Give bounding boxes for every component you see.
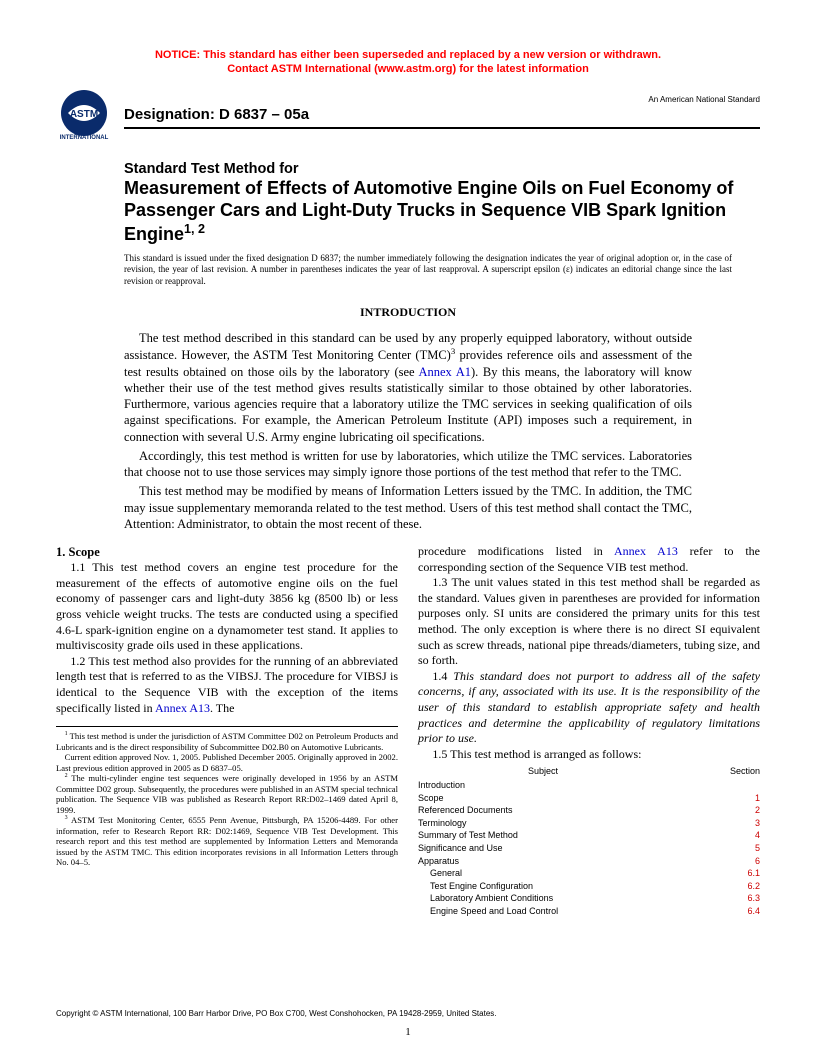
footnote-1-text: This test method is under the jurisdicti… xyxy=(56,731,398,751)
subject-label: Laboratory Ambient Conditions xyxy=(418,892,553,905)
issuance-note: This standard is issued under the fixed … xyxy=(124,253,732,287)
subject-label: Introduction xyxy=(418,779,465,792)
subject-section-link[interactable]: 6.3 xyxy=(730,892,760,905)
subject-section-link[interactable]: 6.4 xyxy=(730,905,760,918)
notice-line1: NOTICE: This standard has either been su… xyxy=(155,49,661,61)
scope-1-2: 1.2 This test method also provides for t… xyxy=(56,654,398,716)
footnote-1b: Current edition approved Nov. 1, 2005. P… xyxy=(56,752,398,773)
subject-section-link[interactable]: 4 xyxy=(730,829,760,842)
subject-row: Apparatus 6 xyxy=(418,855,760,868)
subject-label: Referenced Documents xyxy=(418,804,513,817)
scope-1-1: 1.1 This test method covers an engine te… xyxy=(56,560,398,654)
footnote-3: 3 ASTM Test Monitoring Center, 6555 Penn… xyxy=(56,815,398,867)
subject-label: Summary of Test Method xyxy=(418,829,518,842)
subject-row: Significance and Use 5 xyxy=(418,842,760,855)
subject-col-head: Subject xyxy=(528,766,558,778)
subject-section-link[interactable]: 1 xyxy=(730,792,760,805)
svg-text:ASTM: ASTM xyxy=(70,109,98,120)
body-columns: 1. Scope 1.1 This test method covers an … xyxy=(56,544,760,918)
subject-row: Terminology 3 xyxy=(418,817,760,830)
scope-1-3: 1.3 The unit values stated in this test … xyxy=(418,575,760,669)
subject-row: Test Engine Configuration 6.2 xyxy=(418,880,760,893)
subject-section-link[interactable]: 6.2 xyxy=(730,880,760,893)
section-col-head: Section xyxy=(730,766,760,778)
scope-12b: . The xyxy=(210,701,234,715)
subject-section-link[interactable]: 2 xyxy=(730,804,760,817)
subject-label: Engine Speed and Load Control xyxy=(418,905,558,918)
intro-p1: The test method described in this standa… xyxy=(124,330,692,445)
footnote-2: 2 The multi-cylinder engine test sequenc… xyxy=(56,773,398,815)
subject-table: Subject Section IntroductionScope1Refere… xyxy=(418,766,760,917)
astm-logo: ASTM INTERNATIONAL xyxy=(56,87,112,143)
notice-banner: NOTICE: This standard has either been su… xyxy=(56,48,760,77)
subject-label: Significance and Use xyxy=(418,842,503,855)
header-rule xyxy=(124,127,760,129)
subject-row: Referenced Documents 2 xyxy=(418,804,760,817)
scope-1-2-cont: procedure modifications listed in Annex … xyxy=(418,544,760,575)
intro-p3: This test method may be modified by mean… xyxy=(124,483,692,532)
title-sup: 1, 2 xyxy=(184,222,205,236)
intro-heading: INTRODUCTION xyxy=(56,305,760,320)
subject-section-link[interactable]: 6.1 xyxy=(730,867,760,880)
subject-row: Introduction xyxy=(418,779,760,792)
subject-row: Scope 1 xyxy=(418,792,760,805)
copyright: Copyright © ASTM International, 100 Barr… xyxy=(56,1009,497,1018)
subject-row: Summary of Test Method 4 xyxy=(418,829,760,842)
annex-a13-link-2[interactable]: Annex A13 xyxy=(614,544,678,558)
page-number: 1 xyxy=(0,1026,816,1038)
intro-p2: Accordingly, this test method is written… xyxy=(124,448,692,481)
subject-row: General 6.1 xyxy=(418,867,760,880)
footnote-3-text: ASTM Test Monitoring Center, 6555 Penn A… xyxy=(56,815,398,867)
subject-row: Laboratory Ambient Conditions 6.3 xyxy=(418,892,760,905)
subject-section-link[interactable]: 5 xyxy=(730,842,760,855)
annex-a1-link[interactable]: Annex A1 xyxy=(418,365,471,379)
intro-block: The test method described in this standa… xyxy=(124,330,692,532)
left-column: 1. Scope 1.1 This test method covers an … xyxy=(56,544,398,918)
scope-14-text: This standard does not purport to addres… xyxy=(418,669,760,745)
subject-row: Engine Speed and Load Control 6.4 xyxy=(418,905,760,918)
footnote-1: 1 This test method is under the jurisdic… xyxy=(56,731,398,752)
title-block: Standard Test Method for Measurement of … xyxy=(124,161,744,246)
right-column: procedure modifications listed in Annex … xyxy=(418,544,760,918)
header-row: ASTM INTERNATIONAL Designation: D 6837 –… xyxy=(56,87,760,143)
subject-label: Scope xyxy=(418,792,444,805)
subject-label: Test Engine Configuration xyxy=(418,880,533,893)
subject-section-link xyxy=(730,779,760,792)
scope-1-4: 1.4 This standard does not purport to ad… xyxy=(418,669,760,747)
title-pretext: Standard Test Method for xyxy=(124,161,744,177)
subject-label: Apparatus xyxy=(418,855,459,868)
scope-1-5: 1.5 This test method is arranged as foll… xyxy=(418,747,760,763)
footnote-2-text: The multi-cylinder engine test sequences… xyxy=(56,773,398,814)
notice-line2: Contact ASTM International (www.astm.org… xyxy=(227,63,589,75)
subject-section-link[interactable]: 6 xyxy=(730,855,760,868)
subject-table-header: Subject Section xyxy=(418,766,760,778)
scope-heading: 1. Scope xyxy=(56,544,398,560)
title-main: Measurement of Effects of Automotive Eng… xyxy=(124,177,744,246)
footnotes: 1 This test method is under the jurisdic… xyxy=(56,726,398,867)
subject-label: Terminology xyxy=(418,817,467,830)
svg-text:INTERNATIONAL: INTERNATIONAL xyxy=(60,135,109,141)
subject-label: General xyxy=(418,867,462,880)
subject-section-link[interactable]: 3 xyxy=(730,817,760,830)
scope-12ca: procedure modifications listed in xyxy=(418,544,614,558)
title-main-text: Measurement of Effects of Automotive Eng… xyxy=(124,178,733,244)
annex-a13-link-1[interactable]: Annex A13 xyxy=(155,701,210,715)
ans-label: An American National Standard xyxy=(648,95,760,104)
designation: Designation: D 6837 – 05a xyxy=(124,106,760,123)
